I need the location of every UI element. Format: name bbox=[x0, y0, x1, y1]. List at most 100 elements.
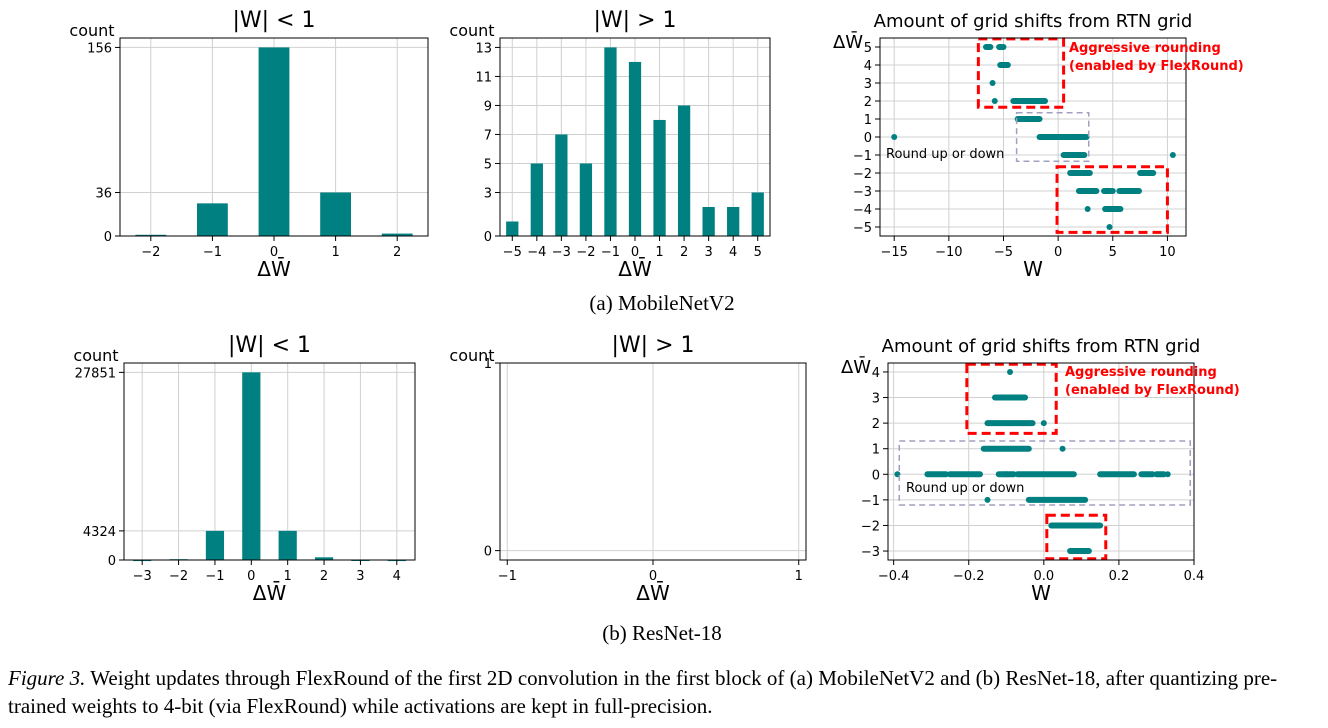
p1-bar bbox=[258, 47, 290, 236]
p1-xtick-label: 1 bbox=[331, 245, 339, 260]
p3-xtick-label: 5 bbox=[1109, 245, 1117, 260]
p2-bar bbox=[751, 192, 764, 236]
p5-ytick-label: 0 bbox=[484, 545, 492, 560]
p5-panel: −1 0 1 0 1 |W| > 1 ΔW̄ count bbox=[449, 333, 807, 605]
p3-xlabel: W bbox=[1023, 257, 1043, 281]
p4-xtick-label: 1 bbox=[284, 569, 292, 584]
p3-ytick-label: −1 bbox=[853, 149, 872, 164]
p4-ylabel: count bbox=[73, 346, 118, 365]
p5-xtick-label: 1 bbox=[795, 569, 803, 584]
p1-frame bbox=[119, 37, 429, 237]
p6-annotation-aggressive: Aggressive rounding bbox=[1065, 365, 1217, 380]
p4-xtick-label: −1 bbox=[205, 569, 224, 584]
p2-xtick-label: 5 bbox=[754, 245, 762, 260]
p6-xtick-label: −0.2 bbox=[953, 569, 985, 584]
p2-ytick-label: 0 bbox=[484, 230, 492, 245]
p6-ylabel: ΔW̄ bbox=[841, 356, 871, 378]
p6-point bbox=[1007, 368, 1014, 375]
p4-bar bbox=[242, 372, 261, 560]
p2-ytick-label: 3 bbox=[484, 186, 492, 201]
p2-ytick-label: 5 bbox=[484, 157, 492, 172]
p4-xlabel: ΔW̄ bbox=[253, 580, 287, 605]
p3-ytick-label: −2 bbox=[853, 167, 872, 182]
p2-ytick-label: 11 bbox=[475, 70, 492, 85]
p5-ylabel: count bbox=[449, 346, 494, 365]
p2-bar bbox=[677, 105, 691, 236]
p3-annotation-aggressive: Aggressive rounding bbox=[1069, 41, 1221, 56]
p3-xtick-label: −5 bbox=[994, 245, 1013, 260]
p2-bar bbox=[530, 163, 543, 236]
p1-ylabel: count bbox=[69, 21, 114, 40]
p3-ytick-label: 0 bbox=[864, 131, 872, 146]
p3-point bbox=[891, 134, 898, 140]
p3-ytick-label: 2 bbox=[864, 95, 872, 110]
p2-ytick-label: 9 bbox=[484, 99, 492, 114]
p3-title: Amount of grid shifts from RTN grid bbox=[874, 11, 1193, 32]
p4-ytick-label: 4324 bbox=[83, 525, 116, 540]
p2-panel: −5 −4 −3 −2 −1 0 1 2 3 4 5 0 3 5 7 9 11 13 |W| > 1 ΔW̄ count bbox=[449, 8, 771, 281]
p4-xtick-label: 2 bbox=[320, 569, 328, 584]
p1-xlabel: ΔW̄ bbox=[257, 256, 291, 281]
p6-xtick-label: −0.4 bbox=[878, 569, 910, 584]
p3-point bbox=[1169, 152, 1176, 158]
p3-xtick-label: 10 bbox=[1159, 245, 1176, 260]
p3-point bbox=[1093, 188, 1100, 194]
p2-bar bbox=[604, 47, 617, 236]
p2-bar bbox=[579, 163, 593, 236]
p3-point bbox=[989, 80, 996, 86]
p5-frame bbox=[499, 362, 807, 561]
p1-xtick-label: −2 bbox=[141, 245, 160, 260]
p6-xtick-label: 0.2 bbox=[1109, 569, 1130, 584]
p2-xtick-label: −3 bbox=[552, 245, 571, 260]
p3-ytick-label: 5 bbox=[864, 41, 872, 56]
p3-ytick-label: −4 bbox=[853, 203, 872, 218]
p1-bar bbox=[135, 234, 167, 236]
p3-ytick-label: −5 bbox=[853, 221, 872, 236]
p1-panel: −2 −1 0 1 2 0 36 156 |W| < 1 ΔW̄ count bbox=[69, 8, 429, 281]
p4-xtick-label: −2 bbox=[169, 569, 188, 584]
p6-ytick-label: 2 bbox=[872, 417, 880, 432]
p3-ytick-label: 4 bbox=[864, 59, 872, 74]
p3-point bbox=[1109, 188, 1116, 194]
p1-bar bbox=[320, 192, 351, 236]
subfigure-label-a: (a) MobileNetV2 bbox=[589, 291, 734, 315]
p6-ytick-label: 1 bbox=[872, 443, 880, 458]
p4-xtick-label: 3 bbox=[356, 569, 364, 584]
p5-title: |W| > 1 bbox=[612, 333, 695, 358]
p2-xtick-label: −4 bbox=[527, 245, 546, 260]
p2-xtick-label: 3 bbox=[704, 245, 712, 260]
p2-xtick-label: −2 bbox=[576, 245, 595, 260]
p3-point bbox=[1084, 206, 1091, 212]
p1-ytick-label: 0 bbox=[104, 230, 112, 245]
p2-bar bbox=[727, 206, 740, 236]
p1-bar bbox=[197, 203, 228, 236]
p6-title: Amount of grid shifts from RTN grid bbox=[882, 336, 1201, 357]
p6-point bbox=[1164, 471, 1171, 478]
p2-xtick-label: 2 bbox=[680, 245, 688, 260]
p6-ytick-label: 3 bbox=[872, 392, 880, 407]
p3-aggressive-box bbox=[1055, 165, 1169, 234]
p1-ytick-label: 36 bbox=[95, 186, 112, 201]
p4-title: |W| < 1 bbox=[228, 333, 311, 358]
p6-ytick-label: 0 bbox=[872, 468, 880, 483]
p4-bar bbox=[278, 530, 297, 560]
p2-bar bbox=[555, 134, 568, 236]
p6-point bbox=[1003, 471, 1010, 478]
p2-bar bbox=[653, 119, 666, 236]
p4-xtick-label: 4 bbox=[393, 569, 401, 584]
p3-xtick-label: 0 bbox=[1054, 245, 1062, 260]
p3-xtick-label: −10 bbox=[935, 245, 962, 260]
p5-xlabel: ΔW̄ bbox=[636, 580, 670, 605]
p2-ytick-label: 13 bbox=[475, 41, 492, 56]
p6-point bbox=[984, 496, 991, 503]
p6-annotation-round: Round up or down bbox=[906, 481, 1024, 496]
p6-round-box bbox=[898, 440, 1191, 506]
p6-ytick-label: −3 bbox=[861, 545, 880, 560]
p2-ytick-label: 7 bbox=[484, 128, 492, 143]
p5-xtick-label: −1 bbox=[498, 569, 517, 584]
p6-ytick-label: 4 bbox=[872, 366, 880, 381]
p6-xtick-label: 0.4 bbox=[1184, 569, 1205, 584]
caption-text: Weight updates through FlexRound of the … bbox=[8, 666, 1278, 718]
